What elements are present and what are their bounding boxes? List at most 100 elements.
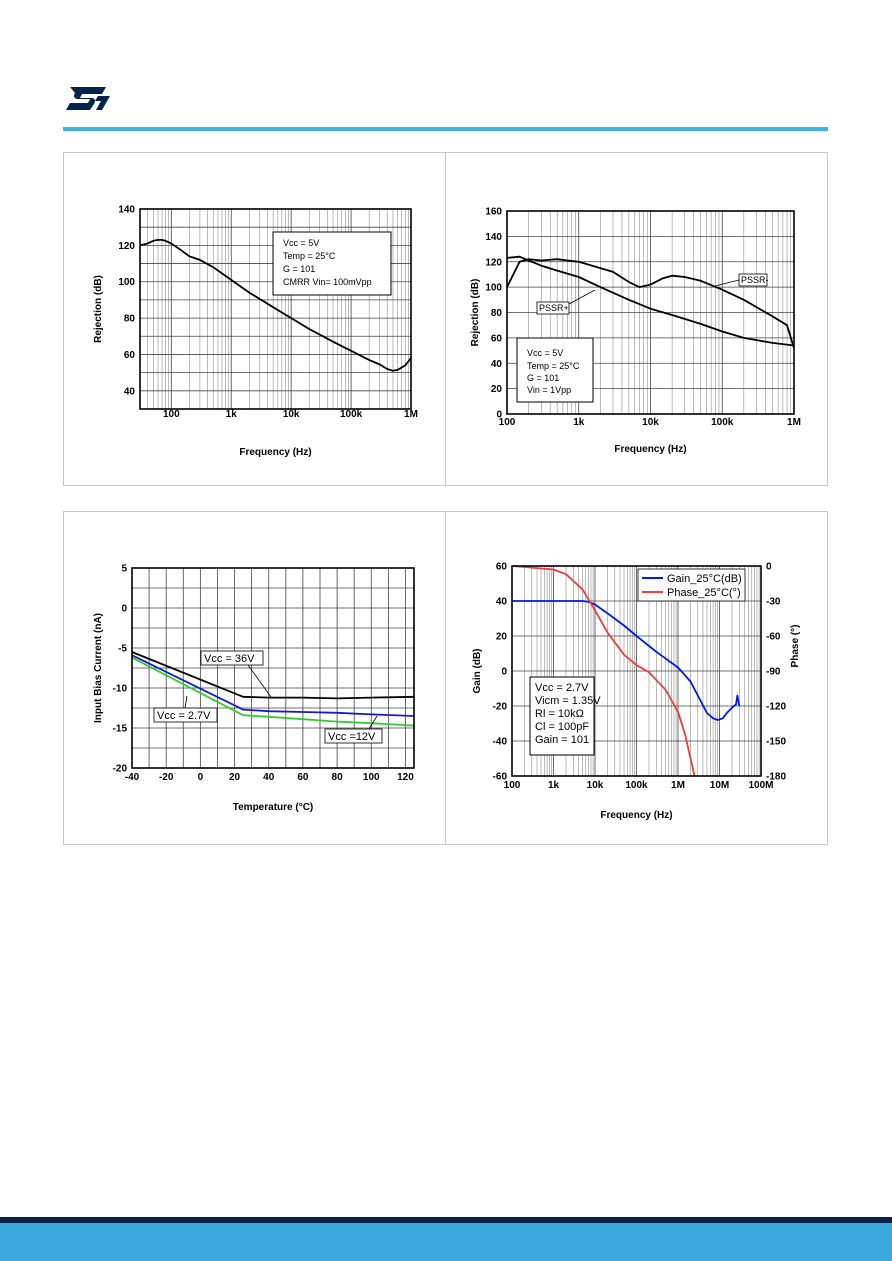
y-axis-label: Rejection (dB) [93, 275, 104, 343]
label-box [536, 301, 570, 315]
x-tick-label: 120 [397, 772, 414, 783]
x-tick-label: 1M [404, 409, 418, 420]
annotation-line: Rl = 10kΩ [535, 708, 584, 720]
series-line-1 [139, 239, 412, 372]
x-axis-label: Temperature (°C) [233, 802, 314, 813]
y-tick-label: 100 [118, 277, 135, 288]
annotation-line: Vicm = 1.35V [535, 695, 601, 707]
annotation-line: G = 101 [527, 373, 559, 383]
y-tick-label: 20 [491, 384, 503, 395]
psrr-chart: 100 1k 10k 100k 1M 0 20 40 60 80 100 120 140 160 Frequ… [470, 207, 801, 456]
y-tick-label: 0 [496, 410, 502, 421]
x-axis-label: Frequency (Hz) [614, 444, 686, 455]
x-tick-label: 1k [573, 417, 585, 428]
y-tick-label: 140 [118, 205, 135, 216]
x-tick-label: 10k [642, 417, 659, 428]
series-label-12v: Vcc =12V [328, 731, 376, 743]
label-leader [568, 289, 596, 305]
cmrr-chart: 100 1k 10k 100k 1M 40 60 80 100 120 140 Frequency (… [93, 205, 418, 459]
label-leader [184, 695, 188, 709]
y-tick-label: 160 [485, 207, 502, 218]
label-box [324, 728, 383, 744]
annotation-line: Vin = 1Vpp [527, 385, 571, 395]
panel-psrr [445, 152, 828, 486]
x-tick-label: 100k [625, 780, 648, 791]
legend-entry-1: Gain_25°C(dB) [667, 573, 742, 585]
annotation-line: Temp = 25°C [527, 361, 580, 371]
label-box [200, 650, 264, 666]
y-tick-label: 20 [496, 632, 508, 643]
y-tick-label: -20 [113, 764, 128, 775]
y-axis-label: Rejection (dB) [470, 279, 481, 347]
x-tick-label: 100k [340, 409, 363, 420]
x-tick-label: 1k [226, 409, 238, 420]
y-tick-label: -40 [493, 737, 508, 748]
annotation-line: G = 101 [283, 264, 315, 274]
y-tick-label: 5 [121, 564, 127, 575]
label-leader [247, 664, 272, 698]
x-tick-label: 100 [363, 772, 380, 783]
y-tick-label: 100 [485, 283, 502, 294]
x-tick-label: 10k [283, 409, 300, 420]
x-tick-label: 100 [499, 417, 516, 428]
y2-axis-label: Phase (°) [790, 625, 801, 668]
annotation-line: Vcc = 2.7V [535, 682, 589, 694]
label-leader [368, 715, 378, 730]
annotation-box [516, 337, 594, 403]
x-tick-label: 10k [587, 780, 604, 791]
footer-stripe [0, 1217, 892, 1223]
y-tick-label: 60 [496, 562, 508, 573]
x-tick-label: 1M [787, 417, 801, 428]
y2-tick-label: -90 [766, 667, 781, 678]
series-label-pssr-minus: PSSR- [741, 275, 769, 285]
x-tick-label: 100M [748, 780, 773, 791]
y-tick-label: 60 [124, 350, 136, 361]
x-tick-label: 80 [332, 772, 344, 783]
x-tick-label: 10M [710, 780, 729, 791]
y-tick-label: -60 [493, 772, 508, 783]
plot-frame [131, 567, 415, 769]
plot-frame [139, 208, 412, 410]
legend-box [637, 568, 746, 602]
y-tick-label: 80 [124, 314, 136, 325]
y-tick-label: 0 [121, 604, 127, 615]
annotation-box [272, 231, 392, 296]
x-tick-label: -40 [125, 772, 140, 783]
x-tick-label: 60 [297, 772, 309, 783]
label-box [738, 273, 768, 287]
y2-tick-label: -60 [766, 632, 781, 643]
annotation-line: Vcc = 5V [283, 238, 319, 248]
y-tick-label: 0 [501, 667, 507, 678]
annotation-line: Vcc = 5V [527, 348, 563, 358]
header-rule [63, 127, 828, 131]
annotation-box [529, 676, 595, 756]
annotation-line: Cl = 100pF [535, 721, 589, 733]
y-tick-label: 40 [496, 597, 508, 608]
y-tick-label: -5 [118, 644, 127, 655]
legend-entry-2: Phase_25°C(°) [667, 587, 741, 599]
y2-tick-label: -120 [766, 702, 786, 713]
x-tick-label: 0 [198, 772, 204, 783]
series-line-1 [131, 651, 415, 700]
st-logo [66, 87, 110, 110]
x-tick-label: 1k [548, 780, 560, 791]
y-tick-label: 40 [491, 359, 503, 370]
y-tick-label: 120 [485, 257, 502, 268]
x-tick-label: 100k [711, 417, 734, 428]
annotation-line: Gain = 101 [535, 734, 589, 746]
series-line-3 [131, 656, 415, 727]
y-tick-label: -20 [493, 702, 508, 713]
plot-frame [506, 210, 795, 415]
y-axis-label: Input Bias Current (nA) [93, 613, 104, 723]
series-label-2v7: Vcc = 2.7V [157, 710, 211, 722]
y-tick-label: 140 [485, 232, 502, 243]
annotation-line: Temp = 25°C [283, 251, 336, 261]
x-tick-label: -20 [159, 772, 174, 783]
y-tick-label: 120 [118, 241, 135, 252]
label-box [153, 707, 218, 723]
series-line-1 [506, 258, 795, 349]
series-label-pssr-plus: PSSR+ [539, 303, 569, 313]
gain-phase-chart: 100 1k 10k 100k 1M 10M 100M -60 -40 -20 0 20 40 60 -18… [472, 562, 801, 822]
y2-tick-label: -150 [766, 737, 786, 748]
footer-bar [0, 1223, 892, 1261]
